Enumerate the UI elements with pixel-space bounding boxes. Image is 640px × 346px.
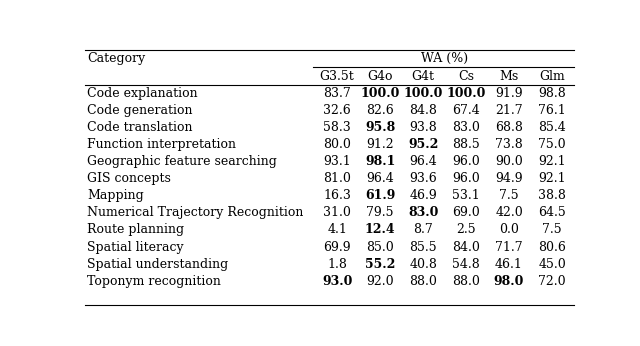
Text: 95.8: 95.8: [365, 121, 396, 134]
Text: 95.2: 95.2: [408, 138, 438, 151]
Text: 96.4: 96.4: [366, 172, 394, 185]
Text: 88.5: 88.5: [452, 138, 480, 151]
Text: 71.7: 71.7: [495, 240, 523, 254]
Text: 93.8: 93.8: [409, 121, 437, 134]
Text: Mapping: Mapping: [88, 189, 144, 202]
Text: 96.0: 96.0: [452, 172, 480, 185]
Text: 98.8: 98.8: [538, 86, 566, 100]
Text: 32.6: 32.6: [323, 104, 351, 117]
Text: 88.0: 88.0: [409, 275, 437, 288]
Text: 100.0: 100.0: [446, 86, 486, 100]
Text: 83.0: 83.0: [408, 206, 438, 219]
Text: 67.4: 67.4: [452, 104, 480, 117]
Text: 1.8: 1.8: [327, 258, 347, 271]
Text: 54.8: 54.8: [452, 258, 480, 271]
Text: 69.9: 69.9: [323, 240, 351, 254]
Text: 61.9: 61.9: [365, 189, 396, 202]
Text: 96.4: 96.4: [409, 155, 437, 168]
Text: 42.0: 42.0: [495, 206, 523, 219]
Text: Function interpretation: Function interpretation: [88, 138, 236, 151]
Text: 16.3: 16.3: [323, 189, 351, 202]
Text: 45.0: 45.0: [538, 258, 566, 271]
Text: 83.7: 83.7: [323, 86, 351, 100]
Text: Route planning: Route planning: [88, 224, 184, 236]
Text: 69.0: 69.0: [452, 206, 480, 219]
Text: 92.1: 92.1: [538, 155, 566, 168]
Text: 75.0: 75.0: [538, 138, 566, 151]
Text: 76.1: 76.1: [538, 104, 566, 117]
Text: 85.5: 85.5: [409, 240, 437, 254]
Text: Numerical Trajectory Recognition: Numerical Trajectory Recognition: [88, 206, 304, 219]
Text: 93.1: 93.1: [323, 155, 351, 168]
Text: 80.0: 80.0: [323, 138, 351, 151]
Text: 8.7: 8.7: [413, 224, 433, 236]
Text: Cs: Cs: [458, 70, 474, 82]
Text: Glm: Glm: [539, 70, 565, 82]
Text: 55.2: 55.2: [365, 258, 396, 271]
Text: 81.0: 81.0: [323, 172, 351, 185]
Text: 21.7: 21.7: [495, 104, 523, 117]
Text: 68.8: 68.8: [495, 121, 523, 134]
Text: G4o: G4o: [367, 70, 393, 82]
Text: Code translation: Code translation: [88, 121, 193, 134]
Text: 82.6: 82.6: [366, 104, 394, 117]
Text: 72.0: 72.0: [538, 275, 566, 288]
Text: 46.1: 46.1: [495, 258, 523, 271]
Text: 90.0: 90.0: [495, 155, 523, 168]
Text: Toponym recognition: Toponym recognition: [88, 275, 221, 288]
Text: 80.6: 80.6: [538, 240, 566, 254]
Text: 12.4: 12.4: [365, 224, 396, 236]
Text: 31.0: 31.0: [323, 206, 351, 219]
Text: 84.0: 84.0: [452, 240, 480, 254]
Text: 4.1: 4.1: [327, 224, 347, 236]
Text: 92.0: 92.0: [366, 275, 394, 288]
Text: 7.5: 7.5: [499, 189, 519, 202]
Text: 100.0: 100.0: [360, 86, 400, 100]
Text: 100.0: 100.0: [403, 86, 443, 100]
Text: 73.8: 73.8: [495, 138, 523, 151]
Text: 84.8: 84.8: [409, 104, 437, 117]
Text: 91.2: 91.2: [366, 138, 394, 151]
Text: 93.0: 93.0: [322, 275, 352, 288]
Text: G4t: G4t: [412, 70, 435, 82]
Text: 98.1: 98.1: [365, 155, 396, 168]
Text: 0.0: 0.0: [499, 224, 519, 236]
Text: Spatial literacy: Spatial literacy: [88, 240, 184, 254]
Text: 93.6: 93.6: [409, 172, 437, 185]
Text: 2.5: 2.5: [456, 224, 476, 236]
Text: 64.5: 64.5: [538, 206, 566, 219]
Text: Code generation: Code generation: [88, 104, 193, 117]
Text: 96.0: 96.0: [452, 155, 480, 168]
Text: WA (%): WA (%): [421, 52, 468, 65]
Text: 38.8: 38.8: [538, 189, 566, 202]
Text: Ms: Ms: [499, 70, 518, 82]
Text: 58.3: 58.3: [323, 121, 351, 134]
Text: 7.5: 7.5: [542, 224, 562, 236]
Text: 92.1: 92.1: [538, 172, 566, 185]
Text: Code explanation: Code explanation: [88, 86, 198, 100]
Text: 85.0: 85.0: [366, 240, 394, 254]
Text: 94.9: 94.9: [495, 172, 523, 185]
Text: 83.0: 83.0: [452, 121, 480, 134]
Text: Category: Category: [88, 52, 146, 65]
Text: Spatial understanding: Spatial understanding: [88, 258, 228, 271]
Text: G3.5t: G3.5t: [320, 70, 355, 82]
Text: 40.8: 40.8: [409, 258, 437, 271]
Text: 53.1: 53.1: [452, 189, 480, 202]
Text: 98.0: 98.0: [494, 275, 524, 288]
Text: 91.9: 91.9: [495, 86, 523, 100]
Text: 46.9: 46.9: [409, 189, 437, 202]
Text: 79.5: 79.5: [366, 206, 394, 219]
Text: 88.0: 88.0: [452, 275, 480, 288]
Text: 85.4: 85.4: [538, 121, 566, 134]
Text: Geographic feature searching: Geographic feature searching: [88, 155, 277, 168]
Text: GIS concepts: GIS concepts: [88, 172, 172, 185]
